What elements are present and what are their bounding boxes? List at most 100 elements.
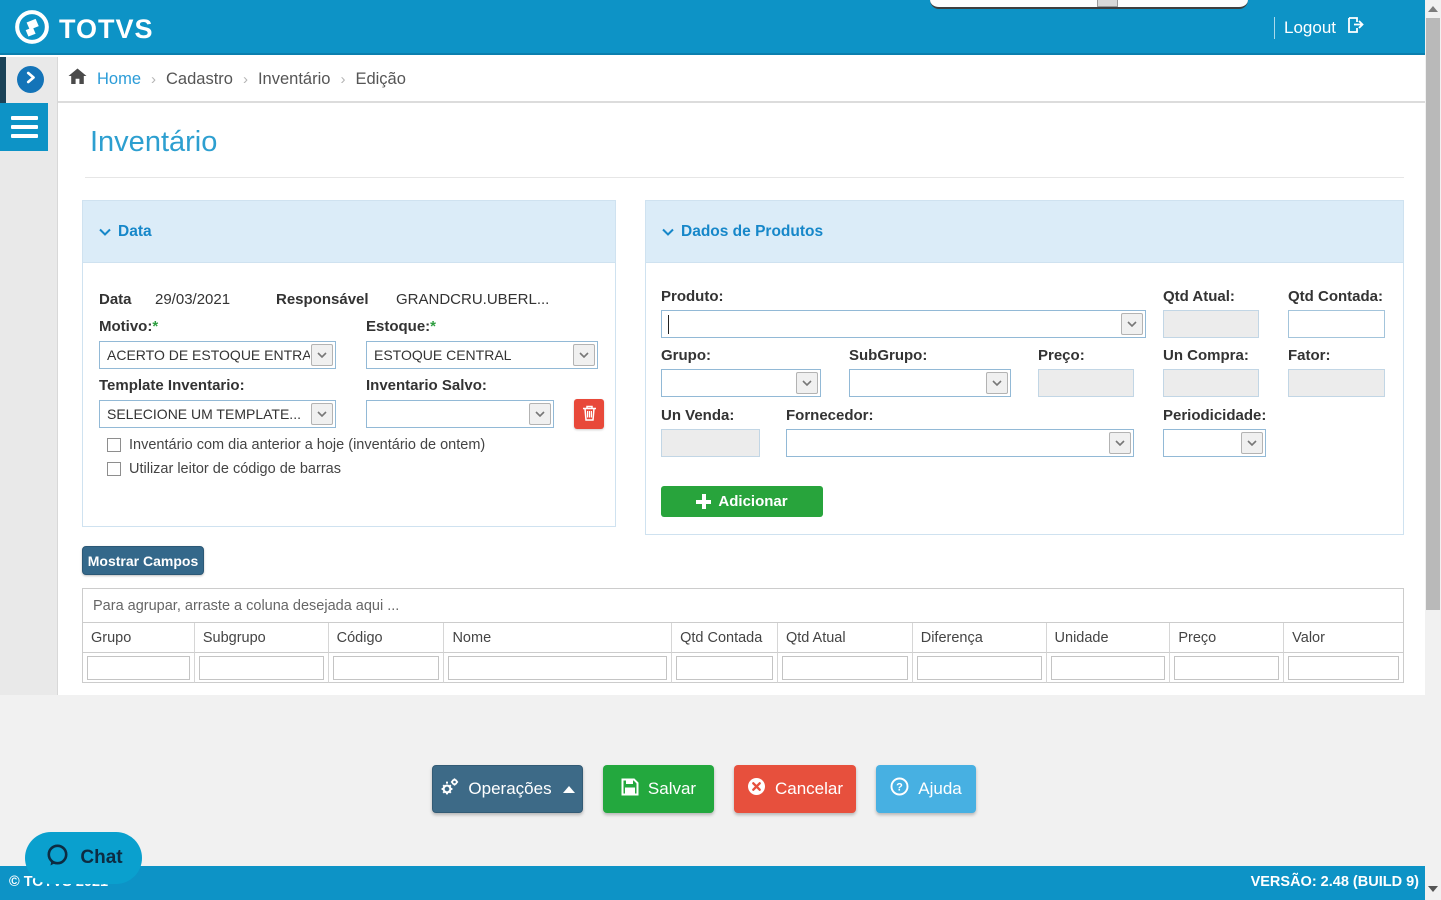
filter-grupo-input[interactable] [87, 656, 190, 680]
data-panel-header[interactable]: Data [83, 201, 615, 263]
products-panel-header[interactable]: Dados de Produtos [646, 201, 1403, 263]
breadcrumb-home[interactable]: Home [97, 69, 142, 88]
menu-button[interactable] [0, 103, 48, 151]
breadcrumb-separator: › [340, 70, 346, 88]
template-select-value: SELECIONE UM TEMPLATE... [107, 406, 301, 422]
breadcrumb: Home › Cadastro › Inventário › Edição [68, 68, 406, 90]
version-text: VERSÃO: 2.48 (BUILD 9) [1250, 874, 1419, 890]
required-marker: * [152, 318, 159, 335]
hamburger-icon [10, 116, 38, 138]
filter-unidade-input[interactable] [1050, 656, 1166, 680]
subgrupo-select[interactable] [849, 369, 1011, 397]
salvar-button[interactable]: Salvar [603, 765, 714, 813]
column-header-preco[interactable]: Preço [1170, 623, 1285, 653]
ajuda-button[interactable]: ? Ajuda [876, 765, 976, 813]
column-header-grupo[interactable]: Grupo [83, 623, 195, 653]
filter-codigo-input[interactable] [332, 656, 440, 680]
grupo-label: Grupo: [661, 347, 711, 364]
periodicidade-select[interactable] [1163, 429, 1266, 457]
column-header-valor[interactable]: Valor [1284, 623, 1403, 653]
filter-qtd-contada-input[interactable] [676, 656, 773, 680]
fornecedor-select[interactable] [786, 429, 1134, 457]
un-venda-input [661, 429, 760, 457]
filter-valor-input[interactable] [1288, 656, 1399, 680]
chevron-down-icon [1241, 432, 1263, 454]
chevron-down-icon [796, 372, 818, 394]
filter-subgrupo-input[interactable] [198, 656, 324, 680]
bubble-handle [1097, 0, 1118, 7]
grupo-select[interactable] [661, 369, 821, 397]
template-select[interactable]: SELECIONE UM TEMPLATE... [99, 400, 336, 428]
plus-icon [696, 494, 712, 509]
page-scrollbar[interactable] [1425, 0, 1441, 900]
chevron-down-icon [99, 223, 111, 241]
column-header-unidade[interactable]: Unidade [1046, 623, 1171, 653]
chat-label: Chat [80, 847, 123, 868]
qtd-contada-input[interactable] [1288, 310, 1385, 338]
left-sidebar [0, 57, 58, 695]
sidebar-accent-strip [0, 57, 6, 103]
fator-label: Fator: [1288, 347, 1331, 364]
home-icon[interactable] [68, 68, 87, 90]
operacoes-label: Operações [468, 779, 552, 798]
mostrar-campos-label: Mostrar Campos [87, 552, 199, 569]
inventario-salvo-label: Inventario Salvo: [366, 377, 487, 394]
mostrar-campos-button[interactable]: Mostrar Campos [82, 546, 204, 575]
breadcrumb-inventario[interactable]: Inventário [257, 69, 331, 88]
chat-button[interactable]: Chat [25, 832, 142, 884]
inventario-salvo-select[interactable] [366, 400, 554, 428]
chevron-down-icon [662, 223, 674, 241]
breadcrumb-separator: › [151, 70, 157, 88]
estoque-select[interactable]: ESTOQUE CENTRAL [366, 341, 598, 369]
scrollbar-thumb[interactable] [1426, 18, 1440, 610]
breadcrumb-edicao[interactable]: Edição [355, 69, 406, 88]
inventory-table: Para agrupar, arraste a coluna desejada … [82, 588, 1404, 683]
chevron-down-icon [986, 372, 1008, 394]
ajuda-label: Ajuda [918, 779, 962, 798]
motivo-select[interactable]: ACERTO DE ESTOQUE ENTRADA [99, 341, 336, 369]
breadcrumb-cadastro[interactable]: Cadastro [166, 69, 233, 88]
cancelar-button[interactable]: Cancelar [734, 765, 856, 813]
produto-combobox[interactable] [661, 310, 1146, 338]
subgrupo-label: SubGrupo: [849, 347, 928, 364]
scrollbar-down-icon[interactable] [1428, 886, 1438, 892]
column-header-diferenca[interactable]: Diferença [912, 623, 1047, 653]
browser-overlay-bubble [930, 0, 1248, 9]
filter-nome-input[interactable] [448, 656, 668, 680]
filter-preco-input[interactable] [1174, 656, 1280, 680]
brand-name: TOTVS [59, 14, 154, 44]
column-header-nome[interactable]: Nome [444, 623, 673, 653]
caret-up-icon [562, 785, 575, 793]
un-compra-label: Un Compra: [1163, 347, 1249, 364]
checkbox-leitor-barras[interactable] [107, 462, 121, 476]
logout-label: Logout [1284, 17, 1336, 37]
products-panel: Dados de Produtos Produto: Qtd Atual: Qt… [645, 200, 1404, 535]
date-value: 29/03/2021 [155, 291, 231, 308]
column-header-qtd-contada[interactable]: Qtd Contada [672, 623, 778, 653]
filter-qtd-atual-input[interactable] [781, 656, 908, 680]
estoque-select-value: ESTOQUE CENTRAL [374, 347, 512, 363]
logout-button[interactable]: Logout [1274, 15, 1365, 40]
text-cursor [668, 315, 669, 334]
table-group-dropzone[interactable]: Para agrupar, arraste a coluna desejada … [83, 589, 1403, 623]
delete-saved-inventory-button[interactable] [574, 399, 604, 429]
adicionar-button[interactable]: Adicionar [661, 486, 823, 517]
expand-sidebar-button[interactable] [17, 66, 44, 93]
column-header-qtd-atual[interactable]: Qtd Atual [777, 623, 913, 653]
products-panel-title: Dados de Produtos [681, 222, 824, 240]
template-label: Template Inventario: [99, 377, 245, 394]
column-header-subgrupo[interactable]: Subgrupo [194, 623, 329, 653]
required-marker: * [430, 318, 437, 335]
svg-text:?: ? [896, 782, 903, 794]
operacoes-button[interactable]: Operações [432, 765, 583, 813]
filter-diferenca-input[interactable] [916, 656, 1042, 680]
totvs-logo-icon [14, 9, 50, 50]
scrollbar-up-icon[interactable] [1428, 6, 1438, 12]
responsible-value: GRANDCRU.UBERL... [396, 291, 550, 308]
column-header-codigo[interactable]: Código [328, 623, 445, 653]
breadcrumb-separator: › [242, 70, 248, 88]
cancel-icon [747, 777, 766, 801]
save-icon [621, 778, 639, 801]
checkbox-inventario-ontem[interactable] [107, 438, 121, 452]
responsible-label: Responsável [276, 291, 369, 308]
